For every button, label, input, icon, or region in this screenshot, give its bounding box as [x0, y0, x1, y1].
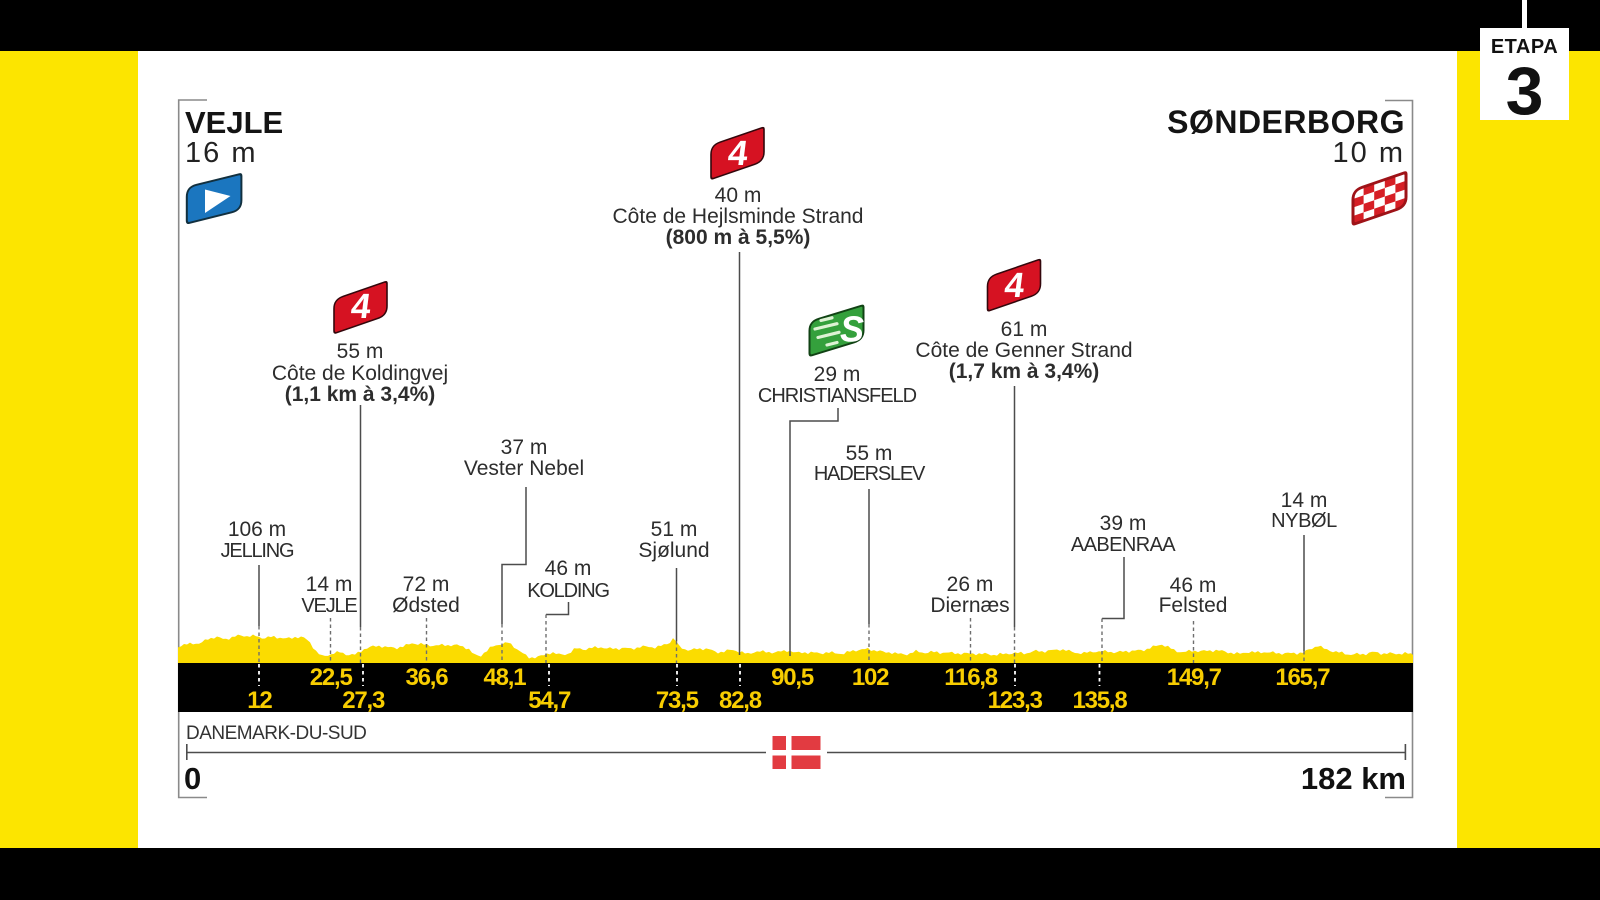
svg-text:182 km: 182 km	[1301, 761, 1406, 796]
svg-text:26 m: 26 m	[947, 573, 994, 596]
svg-text:39 m: 39 m	[1100, 512, 1147, 535]
svg-text:SØNDERBORG: SØNDERBORG	[1167, 104, 1405, 140]
svg-text:Vester Nebel: Vester Nebel	[464, 457, 584, 480]
svg-text:JELLING: JELLING	[221, 540, 294, 562]
svg-text:Côte de Hejlsminde Strand: Côte de Hejlsminde Strand	[613, 205, 864, 228]
svg-text:48,1: 48,1	[483, 664, 526, 691]
svg-text:HADERSLEV: HADERSLEV	[814, 463, 926, 485]
svg-text:VEJLE: VEJLE	[301, 595, 357, 617]
svg-text:(800 m à 5,5%): (800 m à 5,5%)	[666, 226, 811, 249]
svg-text:Côte de Koldingvej: Côte de Koldingvej	[272, 362, 448, 385]
svg-text:AABENRAA: AABENRAA	[1071, 534, 1176, 556]
svg-text:61 m: 61 m	[1001, 318, 1048, 341]
svg-text:37 m: 37 m	[501, 436, 548, 459]
svg-text:106 m: 106 m	[228, 518, 286, 541]
svg-text:55 m: 55 m	[337, 340, 384, 363]
svg-text:(1,1 km à 3,4%): (1,1 km à 3,4%)	[285, 383, 436, 406]
svg-text:0: 0	[184, 761, 201, 796]
svg-text:90,5: 90,5	[771, 664, 814, 691]
svg-text:165,7: 165,7	[1275, 664, 1330, 691]
svg-text:54,7: 54,7	[528, 687, 571, 714]
svg-text:36,6: 36,6	[405, 664, 448, 691]
svg-text:(1,7 km à 3,4%): (1,7 km à 3,4%)	[949, 360, 1100, 383]
svg-text:22,5: 22,5	[310, 664, 353, 691]
svg-text:14 m: 14 m	[306, 573, 353, 596]
svg-text:149,7: 149,7	[1167, 664, 1222, 691]
svg-text:55 m: 55 m	[846, 442, 893, 465]
svg-text:46 m: 46 m	[1170, 574, 1217, 597]
svg-text:27,3: 27,3	[342, 687, 385, 714]
svg-text:Sjølund: Sjølund	[638, 539, 709, 562]
svg-text:123,3: 123,3	[988, 687, 1043, 714]
svg-text:Côte de Genner Strand: Côte de Genner Strand	[915, 339, 1132, 362]
svg-text:Diernæs: Diernæs	[930, 594, 1009, 617]
svg-text:51 m: 51 m	[651, 518, 698, 541]
svg-text:16 m: 16 m	[185, 137, 257, 169]
svg-text:14 m: 14 m	[1281, 489, 1328, 512]
svg-text:40 m: 40 m	[715, 184, 762, 207]
svg-text:82,8: 82,8	[719, 687, 762, 714]
svg-text:102: 102	[852, 664, 889, 691]
svg-text:Ødsted: Ødsted	[392, 594, 460, 617]
svg-text:VEJLE: VEJLE	[185, 105, 283, 140]
svg-text:NYBØL: NYBØL	[1271, 510, 1337, 532]
svg-text:KOLDING: KOLDING	[527, 580, 609, 602]
svg-text:S: S	[840, 309, 864, 350]
svg-text:29 m: 29 m	[814, 363, 861, 386]
svg-text:Felsted: Felsted	[1159, 594, 1228, 617]
svg-text:10 m: 10 m	[1333, 137, 1405, 169]
svg-text:116,8: 116,8	[944, 664, 998, 691]
svg-text:135,8: 135,8	[1072, 687, 1127, 714]
svg-text:12: 12	[247, 687, 272, 714]
svg-text:72 m: 72 m	[403, 573, 450, 596]
svg-text:73,5: 73,5	[656, 687, 699, 714]
svg-text:DANEMARK-DU-SUD: DANEMARK-DU-SUD	[186, 723, 366, 744]
svg-text:CHRISTIANSFELD: CHRISTIANSFELD	[758, 385, 917, 407]
svg-text:46 m: 46 m	[545, 557, 592, 580]
